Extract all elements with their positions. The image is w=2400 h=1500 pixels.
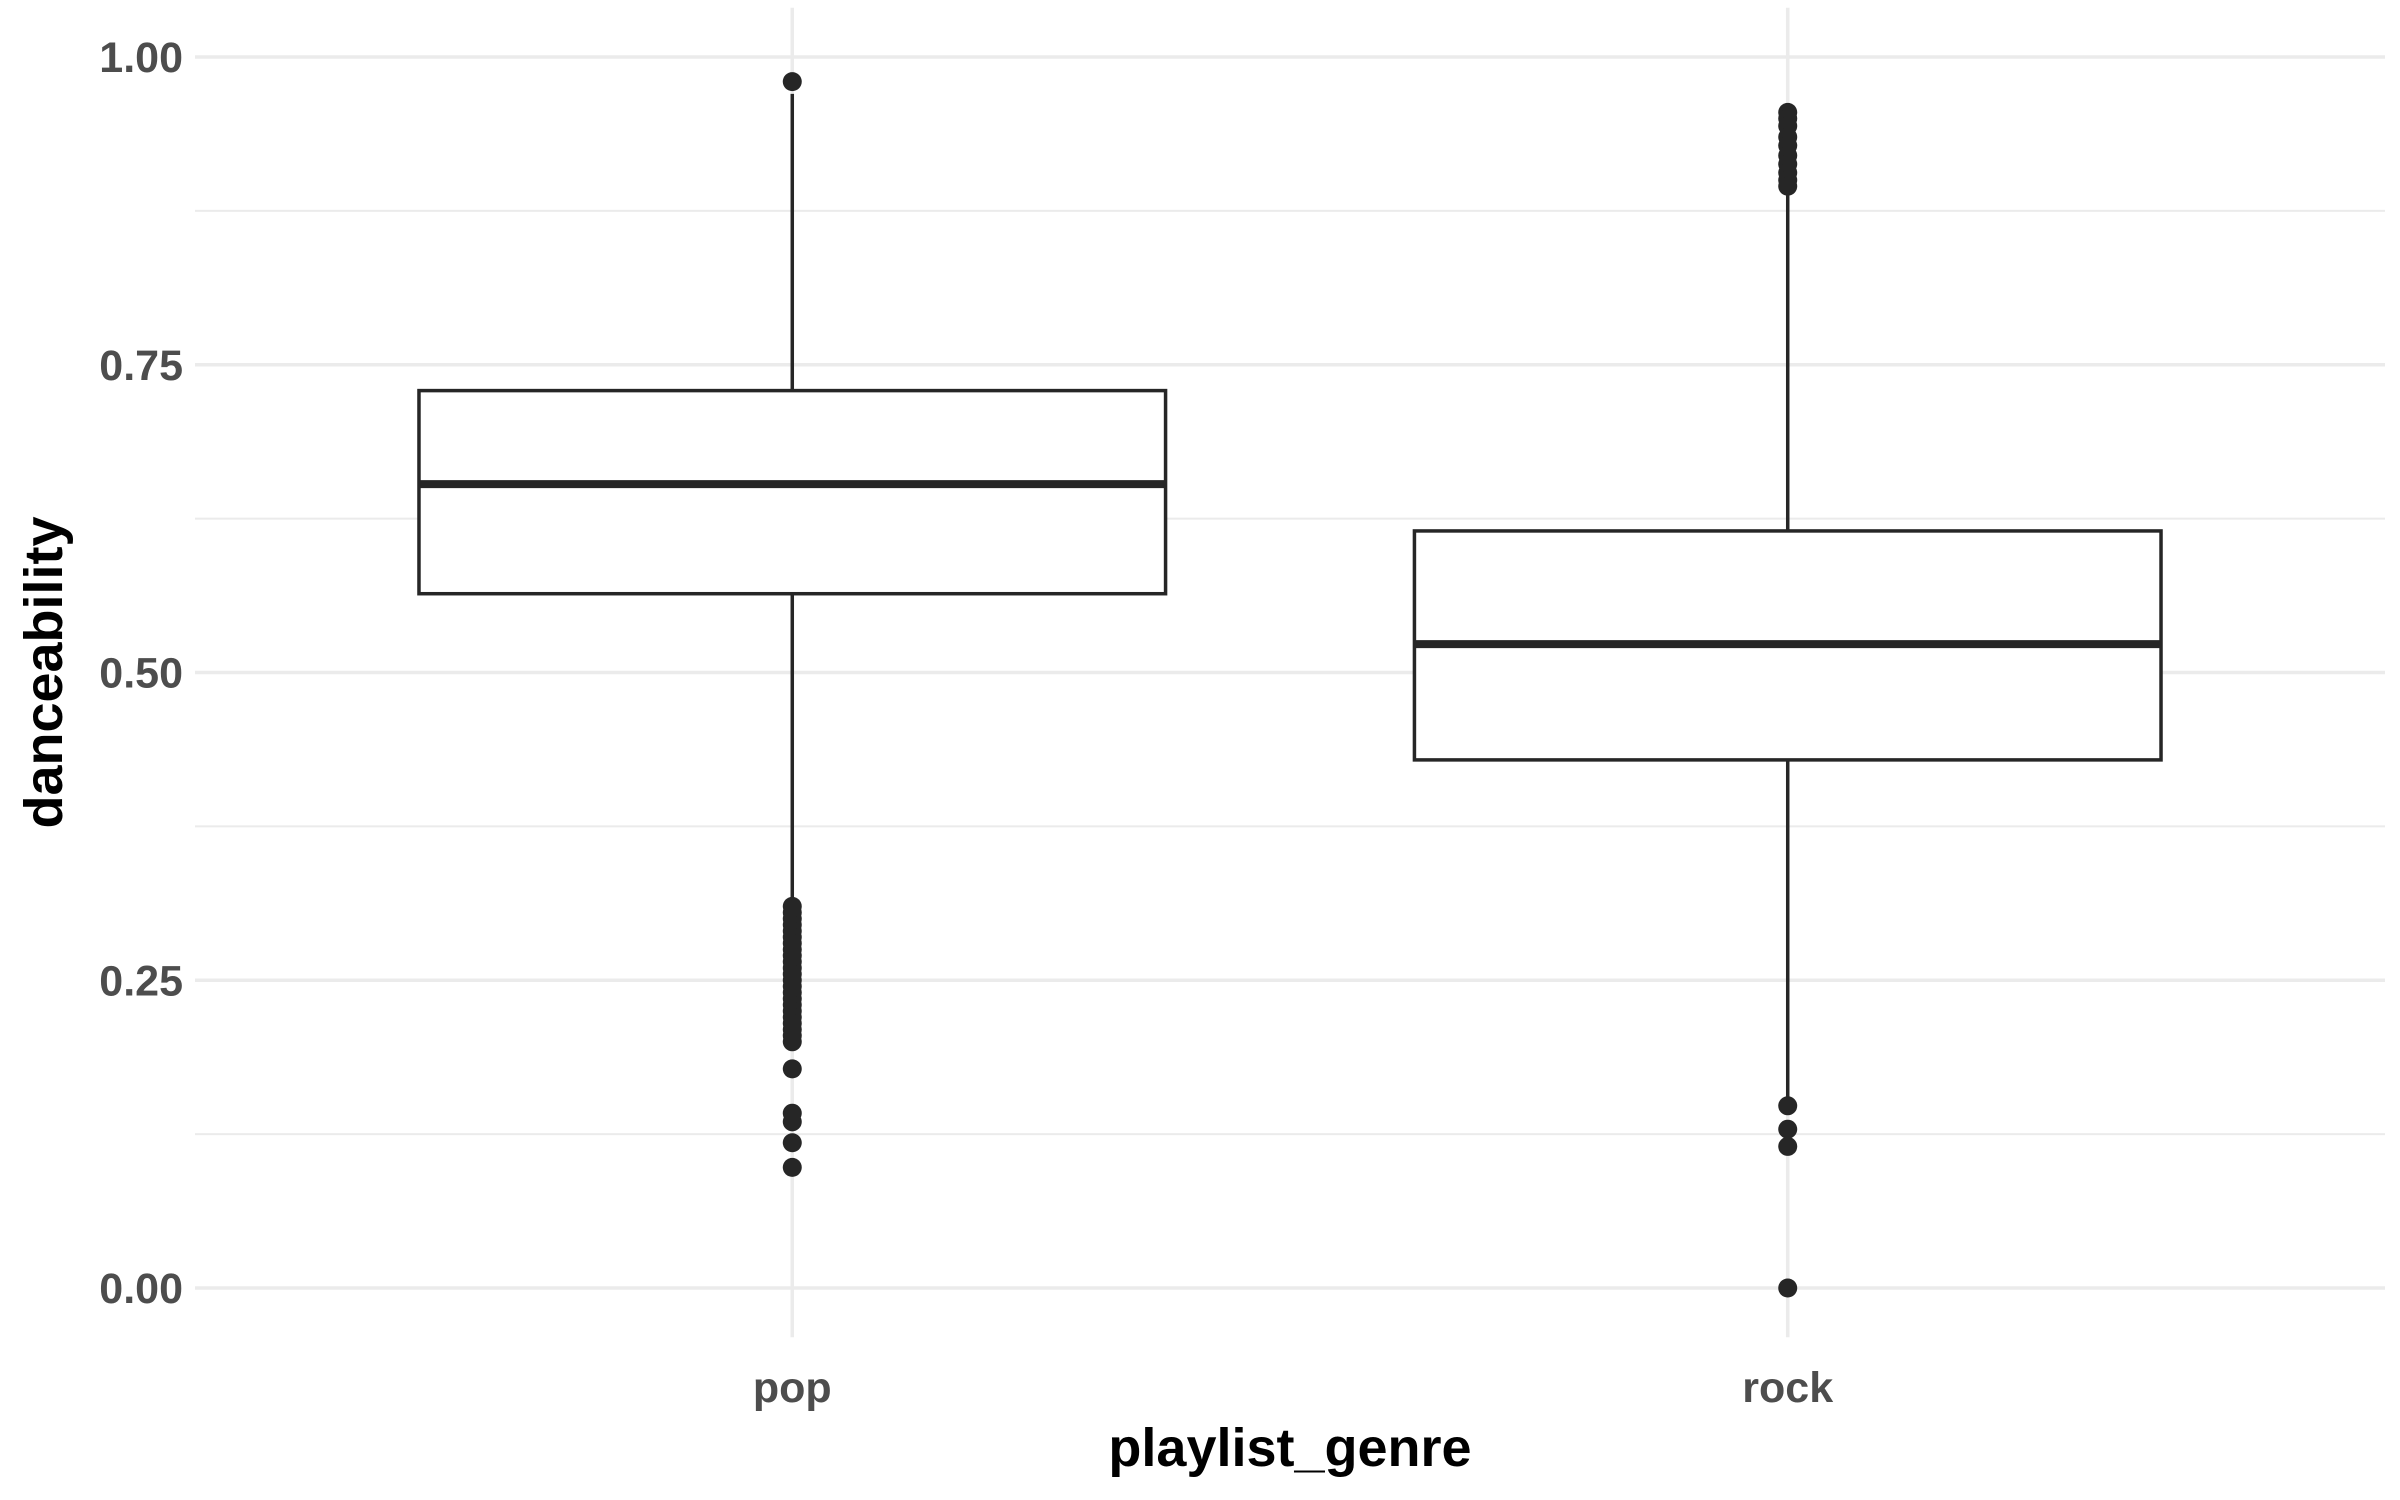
outlier-point (1778, 1119, 1798, 1139)
y-tick-label: 1.00 (99, 34, 183, 82)
outlier-point (782, 1059, 802, 1079)
y-axis-title: danceability (14, 516, 74, 828)
outlier-point (782, 1157, 802, 1177)
y-tick-label: 0.25 (99, 957, 183, 1005)
box-pop (417, 72, 1168, 1177)
box-rock (1412, 102, 2163, 1298)
outlier-point (1778, 1278, 1798, 1298)
outlier-point (1778, 176, 1798, 196)
x-axis-title: playlist_genre (1108, 1418, 1471, 1478)
outlier-point (782, 72, 802, 92)
y-tick-label: 0.75 (99, 342, 183, 390)
outlier-point (782, 1112, 802, 1132)
y-tick-label: 0.00 (99, 1265, 183, 1313)
outlier-point (782, 1133, 802, 1153)
interquartile-box (417, 388, 1168, 596)
x-tick-label: rock (1742, 1364, 1833, 1412)
outlier-point (782, 1032, 802, 1052)
y-tick-label: 0.50 (99, 650, 183, 698)
y-axis-ticks: 0.00 0.25 0.50 0.75 1.00 (99, 34, 183, 1313)
outlier-point (1778, 1136, 1798, 1156)
x-axis-ticks: pop rock (753, 1364, 1833, 1412)
box-plots (417, 72, 2163, 1298)
x-tick-label: pop (753, 1364, 832, 1412)
outlier-point (1778, 1096, 1798, 1116)
